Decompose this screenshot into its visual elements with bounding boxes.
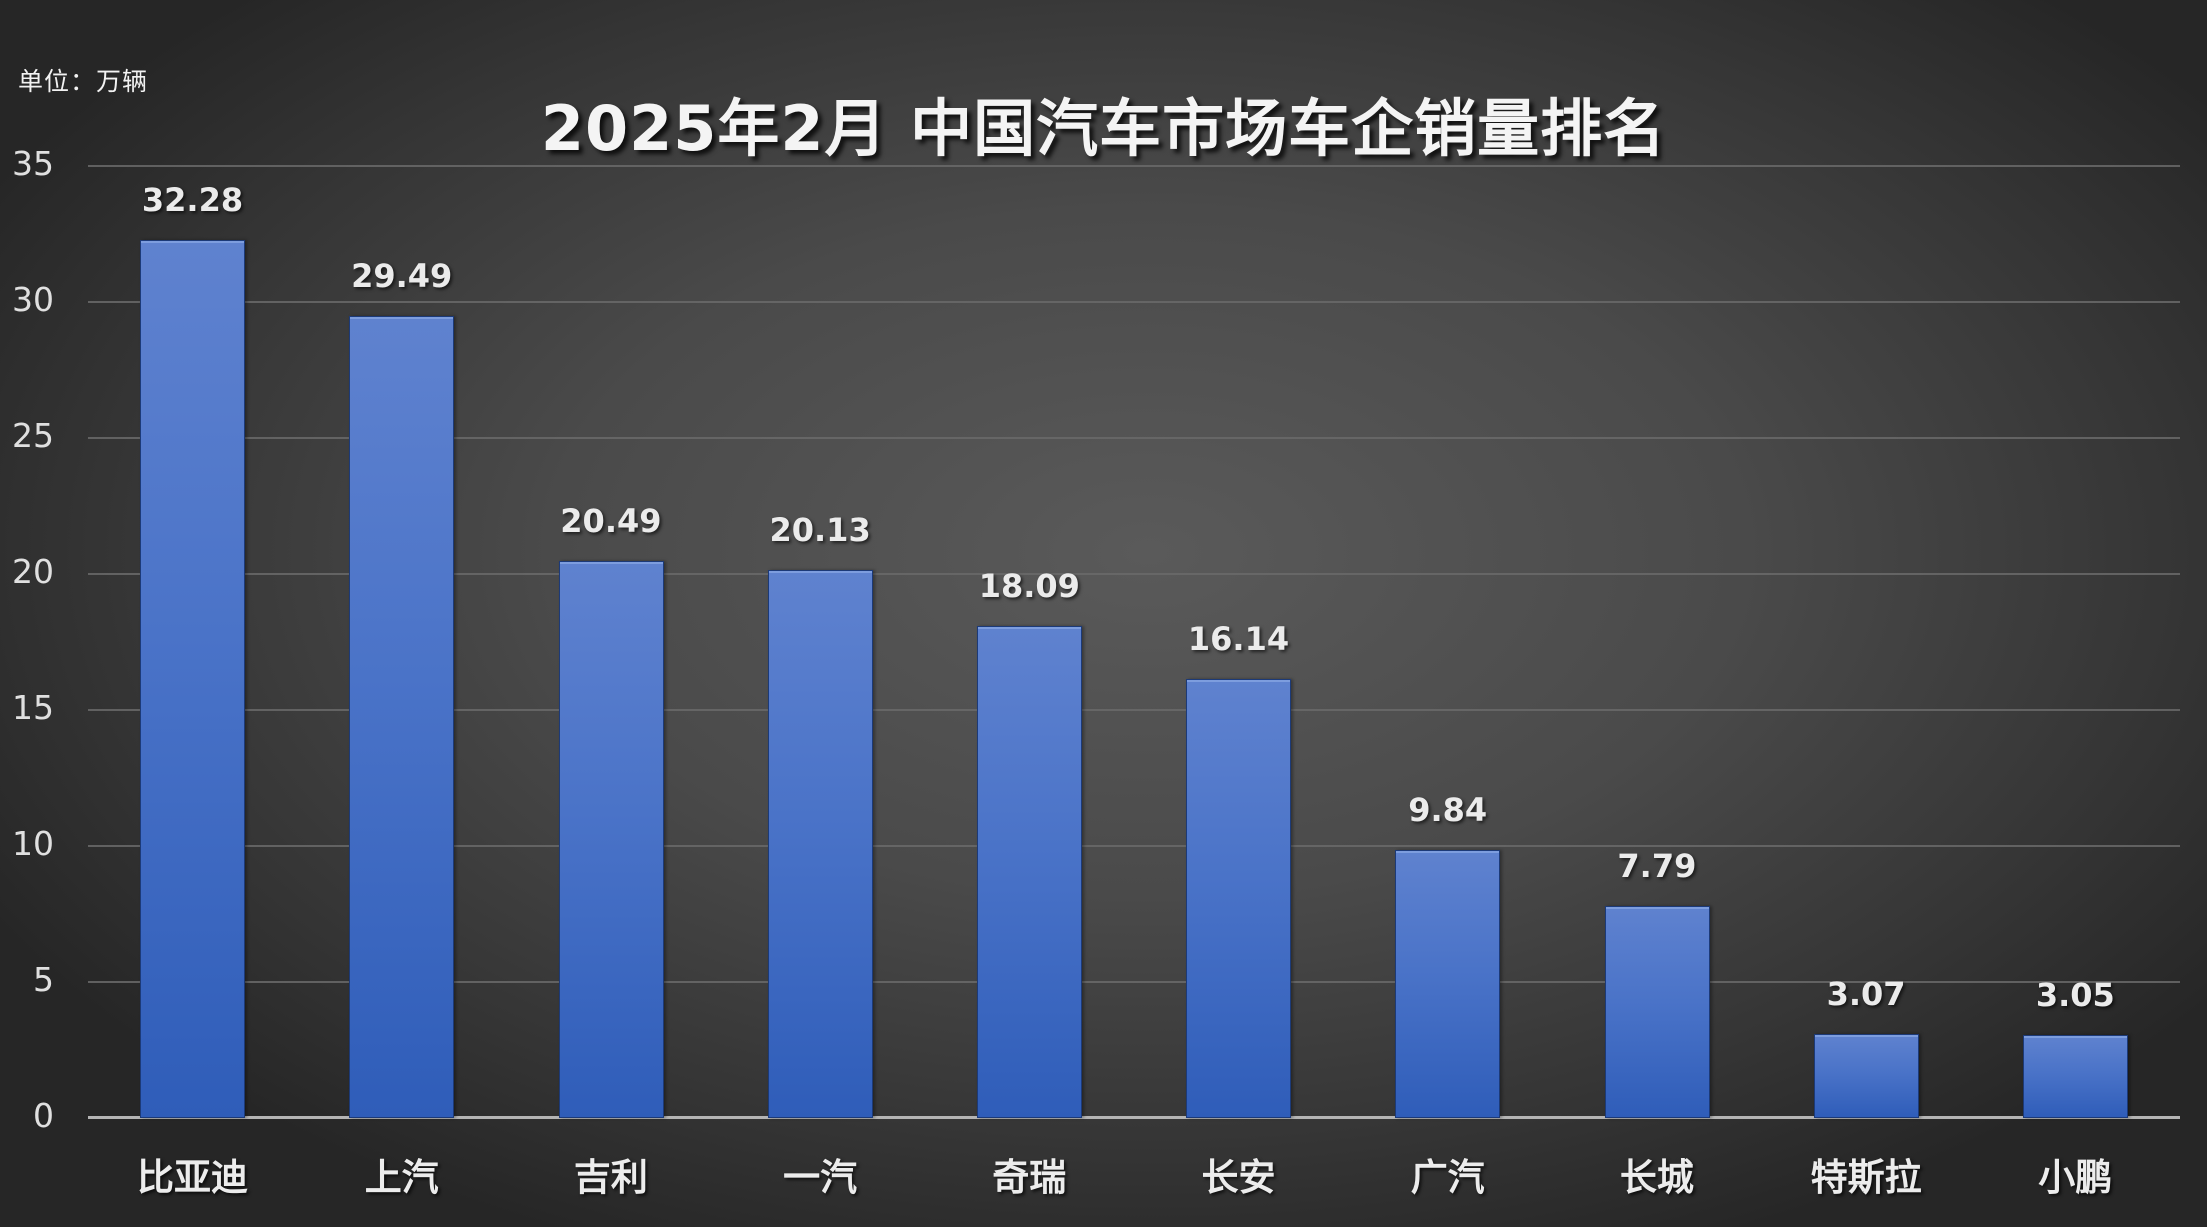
x-axis-category-label: 小鹏 <box>2038 1156 2113 1199</box>
bar <box>2022 1035 2128 1118</box>
y-axis-tick-label: 0 <box>33 1096 54 1135</box>
y-axis-tick-label: 10 <box>12 824 54 863</box>
bar-value-label: 29.49 <box>351 256 453 295</box>
gridline <box>88 981 2180 983</box>
bar <box>767 570 873 1118</box>
bar <box>1604 906 1710 1118</box>
y-axis-tick-label: 5 <box>33 960 54 999</box>
x-axis-category-label: 长安 <box>1201 1156 1276 1199</box>
bar-value-label: 18.09 <box>978 566 1080 605</box>
y-axis-tick-label: 30 <box>12 280 54 319</box>
y-axis-tick-label: 20 <box>12 552 54 591</box>
bar <box>976 625 1082 1118</box>
bar-value-label: 20.13 <box>769 511 871 550</box>
x-axis-category-label: 广汽 <box>1410 1156 1485 1199</box>
gridline <box>88 709 2180 711</box>
x-axis-category-label: 比亚迪 <box>137 1156 248 1199</box>
x-axis-category-label: 长城 <box>1619 1156 1694 1199</box>
bar <box>1395 850 1501 1118</box>
x-axis-category-label: 奇瑞 <box>992 1156 1067 1199</box>
y-axis-tick-label: 15 <box>12 688 54 727</box>
x-axis-line <box>88 1116 2180 1119</box>
gridline <box>88 437 2180 439</box>
bar-value-label: 7.79 <box>1617 847 1697 886</box>
bar-value-label: 32.28 <box>141 180 244 219</box>
bar <box>140 239 246 1118</box>
bar-value-label: 16.14 <box>1187 619 1290 658</box>
y-axis-tick-label: 25 <box>12 416 54 455</box>
bar-value-label: 3.05 <box>2035 976 2115 1015</box>
bar <box>1186 678 1292 1118</box>
gridline <box>88 573 2180 575</box>
bar-value-label: 3.07 <box>1826 975 1906 1014</box>
gridline <box>88 165 2180 167</box>
y-axis-tick-label: 35 <box>12 144 54 183</box>
bar <box>349 315 455 1118</box>
gridline <box>88 845 2180 847</box>
x-axis-category-label: 特斯拉 <box>1810 1156 1922 1199</box>
x-axis-category-label: 上汽 <box>364 1156 439 1199</box>
bar <box>558 560 664 1118</box>
bar <box>1813 1034 1919 1118</box>
unit-label: 单位：万辆 <box>18 67 149 96</box>
chart-title: 2025年2月 中国汽车市场车企销量排名 <box>540 92 1667 165</box>
bar-value-label: 20.49 <box>560 501 662 540</box>
bar-value-label: 9.84 <box>1408 791 1488 830</box>
gridline <box>88 301 2180 303</box>
x-axis-category-label: 一汽 <box>783 1156 858 1199</box>
x-axis-category-label: 吉利 <box>573 1156 648 1199</box>
